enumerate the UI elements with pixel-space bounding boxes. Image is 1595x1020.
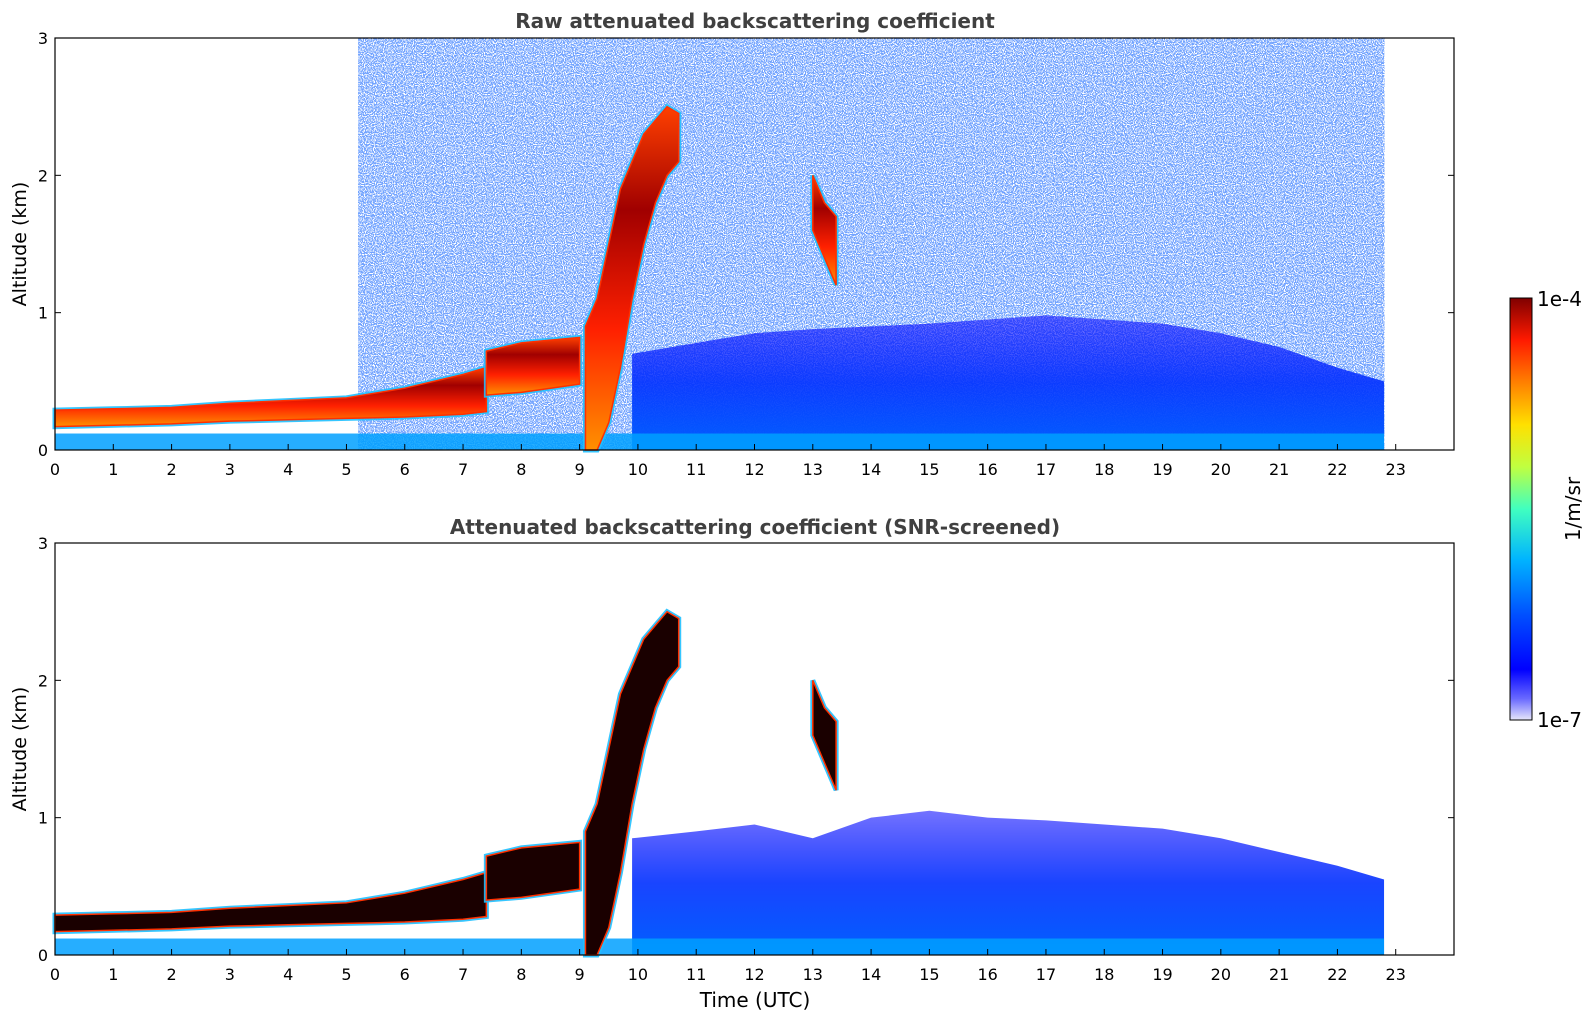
y-axis-label: Altitude (km): [9, 182, 31, 307]
x-tick-label: 5: [341, 965, 351, 984]
x-tick-label: 13: [803, 460, 823, 479]
x-tick-label: 21: [1269, 965, 1289, 984]
x-tick-label: 8: [516, 965, 526, 984]
x-tick-label: 23: [1386, 965, 1406, 984]
y-tick-label: 1: [38, 304, 48, 323]
surface-layer: [55, 938, 1385, 955]
x-tick-label: 17: [1036, 460, 1056, 479]
x-axis-label: Time (UTC): [699, 988, 811, 1012]
x-tick-label: 6: [400, 460, 410, 479]
x-tick-label: 18: [1094, 460, 1114, 479]
colorbar-unit-label: 1/m/sr: [1561, 476, 1585, 541]
x-tick-label: 3: [225, 460, 235, 479]
aerosol-layer: [632, 810, 1385, 955]
x-tick-label: 0: [50, 460, 60, 479]
x-tick-label: 11: [686, 460, 706, 479]
x-tick-label: 12: [744, 965, 764, 984]
x-axis: 0 1 2 3 4 5 6 7 8 9 10 11 12 13 14 15 16 17 18 19 20 21 22 23: [50, 949, 1406, 984]
x-tick-label: 9: [575, 460, 585, 479]
cloud-layer-0: [54, 871, 488, 933]
x-tick-label: 14: [861, 965, 881, 984]
y-tick-label: 0: [38, 441, 48, 460]
y-tick-label: 1: [38, 809, 48, 828]
x-tick-label: 13: [803, 965, 823, 984]
x-tick-label: 23: [1386, 460, 1406, 479]
raw-backscatter-panel: Raw attenuated backscattering coefficien…: [9, 9, 1455, 479]
y-axis-label: Altitude (km): [9, 687, 31, 812]
x-tick-label: 7: [458, 965, 468, 984]
x-tick-label: 10: [628, 965, 648, 984]
cloud-layer-1: [485, 841, 581, 901]
y-tick-label: 3: [38, 534, 48, 553]
x-tick-label: 22: [1327, 965, 1347, 984]
x-tick-label: 21: [1269, 460, 1289, 479]
x-tick-label: 9: [575, 965, 585, 984]
x-tick-label: 15: [919, 460, 939, 479]
colorbar: 1e-4 1e-7 1/m/sr: [1509, 287, 1585, 732]
x-tick-label: 4: [283, 965, 293, 984]
cloud-layer-2: [584, 610, 680, 956]
x-tick-label: 2: [166, 460, 176, 479]
y-tick-label: 0: [38, 946, 48, 965]
x-tick-label: 12: [744, 460, 764, 479]
x-tick-label: 7: [458, 460, 468, 479]
cloud-layer-1: [485, 336, 581, 396]
x-tick-label: 18: [1094, 965, 1114, 984]
y-tick-label: 2: [38, 671, 48, 690]
x-tick-label: 4: [283, 460, 293, 479]
cloud-layer-3: [812, 175, 837, 286]
y-axis: 0 1 2 3: [38, 534, 1454, 965]
cloud-layer-2: [584, 105, 680, 451]
x-tick-label: 19: [1152, 460, 1172, 479]
x-tick-label: 11: [686, 965, 706, 984]
cloud-layer-3: [812, 680, 837, 791]
x-tick-label: 1: [108, 460, 118, 479]
y-tick-label: 2: [38, 166, 48, 185]
x-tick-label: 5: [341, 460, 351, 479]
x-tick-label: 3: [225, 965, 235, 984]
surface-layer: [55, 433, 1385, 450]
x-tick-label: 2: [166, 965, 176, 984]
x-tick-label: 20: [1211, 965, 1231, 984]
x-tick-label: 14: [861, 460, 881, 479]
snr-screened-backscatter-panel: Attenuated backscattering coefficient (S…: [9, 515, 1455, 1012]
x-tick-label: 20: [1211, 460, 1231, 479]
x-tick-label: 16: [977, 460, 997, 479]
x-tick-label: 22: [1327, 460, 1347, 479]
colorbar-max-label: 1e-4: [1537, 287, 1582, 311]
x-tick-label: 16: [977, 965, 997, 984]
x-tick-label: 8: [516, 460, 526, 479]
cloud-layer-0: [54, 366, 488, 428]
x-tick-label: 0: [50, 965, 60, 984]
panel-title: Raw attenuated backscattering coefficien…: [515, 9, 995, 33]
x-tick-label: 17: [1036, 965, 1056, 984]
x-axis: 0 1 2 3 4 5 6 7 8 9 10 11 12 13 14 15 16 17 18 19 20 21 22 23: [50, 444, 1406, 479]
y-axis: 0 1 2 3: [38, 29, 1454, 460]
x-tick-label: 6: [400, 965, 410, 984]
x-tick-label: 15: [919, 965, 939, 984]
x-tick-label: 10: [628, 460, 648, 479]
colorbar-scale: [1509, 297, 1533, 721]
panel-title: Attenuated backscattering coefficient (S…: [450, 515, 1060, 539]
x-tick-label: 19: [1152, 965, 1172, 984]
colorbar-min-label: 1e-7: [1537, 708, 1582, 732]
aerosol-layer: [632, 315, 1385, 450]
y-tick-label: 3: [38, 29, 48, 48]
x-tick-label: 1: [108, 965, 118, 984]
plot-area: [52, 608, 1385, 958]
plot-area: [52, 38, 1385, 453]
